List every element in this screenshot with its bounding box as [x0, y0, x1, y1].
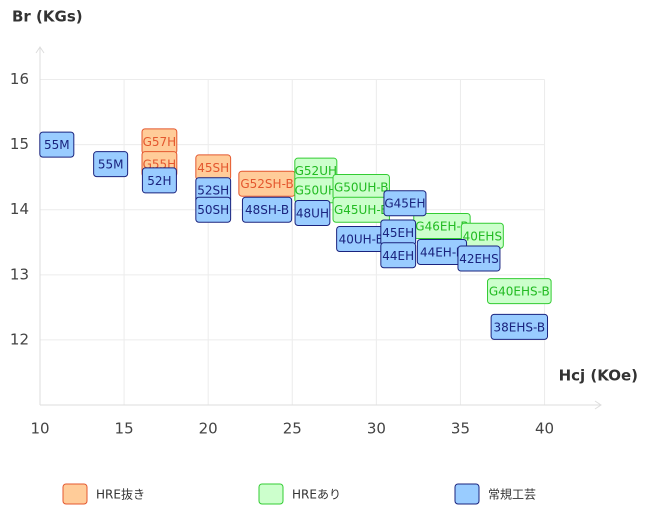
x-tick-label: 15: [115, 420, 134, 438]
grade-label: 50SH: [197, 203, 229, 217]
y-axis-arrow: [35, 46, 45, 54]
grade-label: 42EHS: [459, 252, 499, 266]
grade-box: [294, 199, 331, 226]
x-axis-arrow: [594, 400, 602, 410]
grade-label: G46EH-B: [415, 220, 468, 234]
x-tick-label: 35: [451, 420, 470, 438]
grade-label: 38EHS-B: [493, 320, 545, 334]
grade-label: 45EH: [382, 226, 414, 240]
grade-label: G50UH: [295, 184, 337, 198]
grade-box: [241, 196, 293, 223]
grade-label: G57H: [143, 135, 177, 149]
y-tick-label: 16: [10, 70, 29, 88]
grade-box: [39, 131, 75, 158]
grade-box: [383, 190, 427, 217]
x-tick-label: 30: [367, 420, 386, 438]
y-tick-label: 15: [10, 135, 29, 153]
grade-label: 45SH: [197, 161, 229, 175]
grade-label: 40UH-B: [339, 233, 384, 247]
legend-swatch: [454, 483, 480, 505]
x-tick-label: 25: [283, 420, 302, 438]
grade-label: G52UH: [295, 164, 337, 178]
grade-label: 52SH: [197, 184, 229, 198]
grade-box: [93, 151, 129, 178]
grade-label: 48UH: [296, 206, 329, 220]
grade-label: G45UH-B: [334, 203, 389, 217]
grade-box: [380, 242, 417, 269]
grade-label: 44EH: [382, 249, 414, 263]
grade-label: 48SH-B: [245, 203, 289, 217]
x-tick-label: 10: [30, 420, 49, 438]
legend-label: HREあり: [292, 488, 341, 502]
y-tick-label: 12: [10, 330, 29, 348]
legend-label: 常規工芸: [488, 487, 536, 502]
grade-label: G50UH-B: [334, 180, 389, 194]
y-tick-label: 14: [10, 200, 29, 218]
grade-label: 55M: [98, 158, 124, 172]
grade-label: G45EH: [384, 197, 425, 211]
x-tick-label: 40: [535, 420, 554, 438]
grade-box: [487, 278, 552, 305]
grade-box: [141, 167, 177, 194]
y-tick-label: 13: [10, 265, 29, 283]
grade-label: 40EHS: [463, 229, 503, 243]
legend-label: HRE抜き: [96, 488, 145, 502]
grade-label: 52H: [147, 174, 171, 188]
grade-label: G40EHS-B: [489, 285, 550, 299]
x-axis-title: Hcj (KOe): [559, 367, 638, 385]
grade-box: [195, 196, 232, 223]
x-tick-label: 20: [199, 420, 218, 438]
grade-box: [457, 245, 501, 272]
legend-swatch: [258, 483, 284, 505]
legend-swatch: [62, 483, 88, 505]
grade-label: 55M: [44, 138, 70, 152]
grade-label: 44EH-B: [420, 246, 464, 260]
y-axis-title: Br (KGs): [12, 8, 83, 26]
grade-label: G52SH-B: [240, 177, 293, 191]
grade-box: [490, 313, 549, 340]
